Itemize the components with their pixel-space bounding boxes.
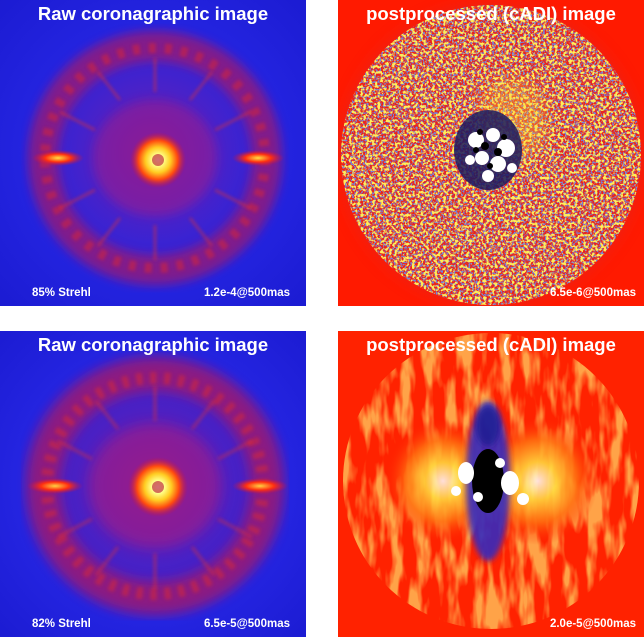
strehl-label: 85% Strehl [32,287,91,299]
raw-image-top [0,0,306,306]
strehl-label: 82% Strehl [32,618,91,630]
contrast-label: 6.5e-5@500mas [203,618,290,630]
raw-image-bottom [0,331,306,637]
panel-title: Raw coronagraphic image [37,3,269,24]
contrast-label: 2.0e-5@500mas [549,618,636,630]
raw-image-panel-top: Raw coronagraphic image 85% Strehl 1.2e-… [0,0,306,306]
panel-title: Raw coronagraphic image [37,334,269,355]
panel-title: postprocessed (cADI) image [366,334,616,355]
cadi-image-panel-top: postprocessed (cADI) image 6.5e-6@500mas [338,0,644,306]
cadi-image-bottom [338,331,644,637]
cadi-image-top [338,0,644,306]
contrast-label: 6.5e-6@500mas [549,287,636,299]
raw-image-panel-bottom: Raw coronagraphic image 82% Strehl 6.5e-… [0,331,306,637]
panel-title: postprocessed (cADI) image [366,3,616,24]
contrast-label: 1.2e-4@500mas [203,287,290,299]
cadi-image-panel-bottom: postprocessed (cADI) image 2.0e-5@500mas [338,331,644,637]
